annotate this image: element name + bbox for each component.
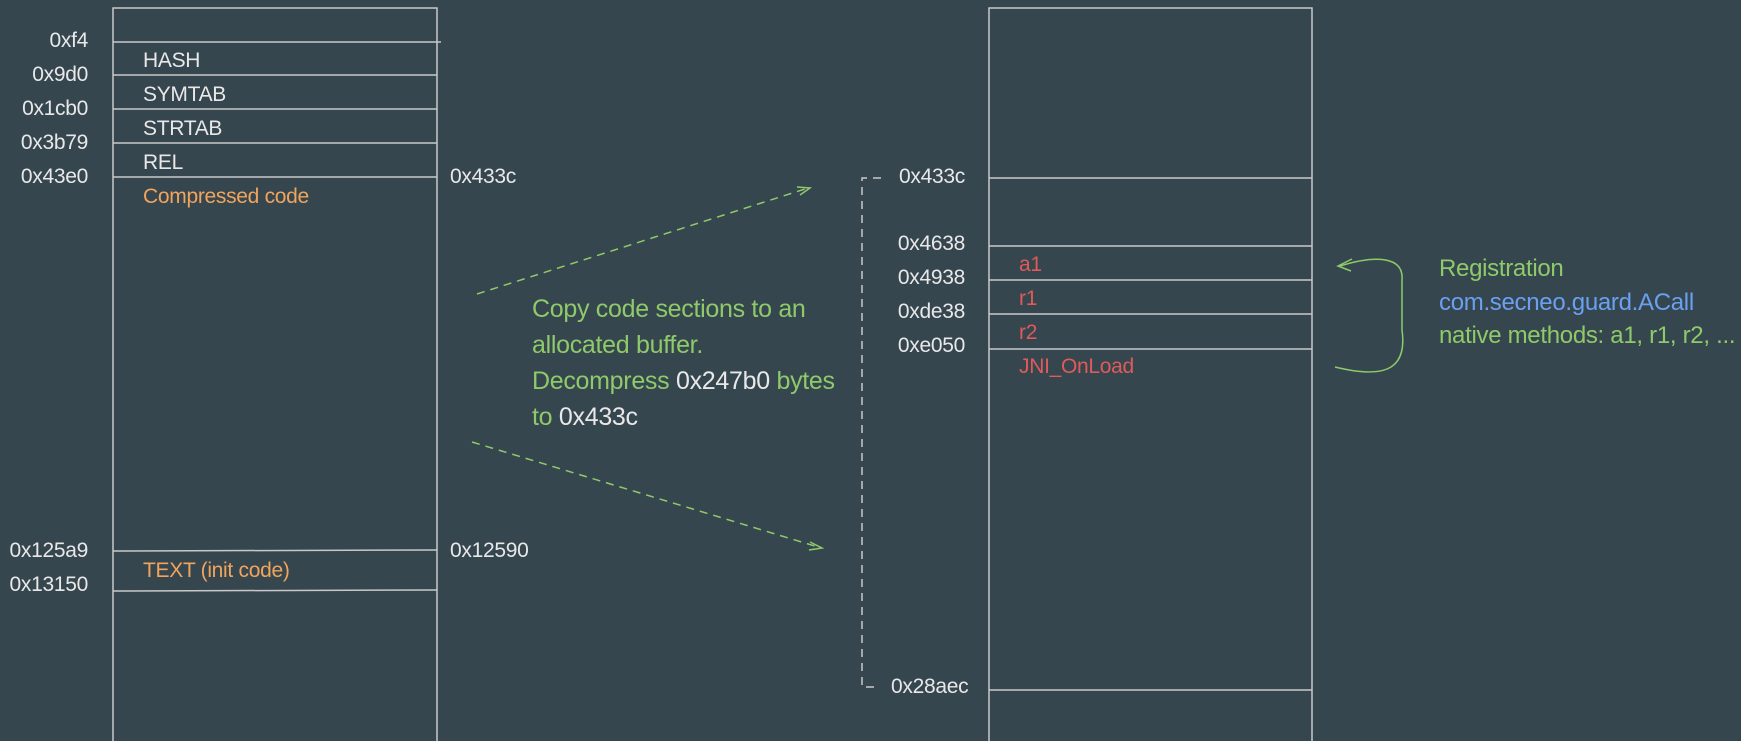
left-right-addr-start: 0x433c [450, 165, 516, 188]
left-addr-rel: 0x3b79 [20, 131, 88, 154]
annotation-line-2: allocated buffer. [532, 331, 703, 359]
method-label-a1: a1 [1019, 253, 1042, 276]
copy-arrow-lower-head [808, 541, 825, 551]
copy-arrow-upper [476, 188, 806, 295]
annotation-bytes-word: bytes [776, 367, 835, 395]
range-start-addr: 0x433c [899, 165, 965, 188]
range-bracket [861, 177, 881, 688]
method-label-r2: r2 [1019, 321, 1038, 344]
copy-arrow-lower [471, 441, 819, 548]
method-label-r1: r1 [1019, 287, 1038, 310]
right-addr-r1: 0x4938 [897, 266, 965, 289]
left-block-outline [112, 7, 438, 741]
registration-arrow-head [1336, 258, 1353, 272]
section-label-compressed-code: Compressed code [143, 185, 309, 208]
registration-arrow [1334, 258, 1404, 373]
right-addr-r2: 0xde38 [897, 300, 965, 323]
left-addr-strtab: 0x1cb0 [22, 97, 88, 120]
annotation-byte-count: 0x247b0 [675, 367, 770, 395]
registration-methods: native methods: a1, r1, r2, ... [1439, 322, 1736, 349]
right-block-outline [988, 7, 1313, 741]
left-addr-end: 0x13150 [9, 573, 89, 596]
section-label-text-init-code: TEXT (init code) [143, 559, 290, 582]
section-label-rel: REL [143, 151, 183, 174]
range-end-addr: 0x28aec [891, 675, 969, 698]
left-addr-symtab: 0x9d0 [32, 63, 88, 86]
left-addr-text: 0x125a9 [9, 539, 89, 562]
left-addr-hash: 0xf4 [49, 29, 89, 52]
method-label-jni-onload: JNI_OnLoad [1019, 355, 1134, 378]
registration-title: Registration [1439, 255, 1564, 282]
annotation-line-4: to 0x433c [532, 399, 638, 435]
right-addr-a1: 0x4638 [897, 232, 965, 255]
left-addr-compressed: 0x43e0 [20, 165, 88, 188]
left-divider-end [112, 589, 438, 592]
annotation-target-addr: 0x433c [558, 403, 638, 431]
left-divider-text [112, 549, 438, 552]
copy-arrow-upper-head [796, 186, 813, 196]
section-label-strtab: STRTAB [143, 117, 223, 140]
annotation-line-1: Copy code sections to an [532, 295, 806, 323]
annotation-line-3: Decompress 0x247b0 bytes [532, 363, 835, 399]
annotation-to-word: to [532, 403, 553, 431]
annotation-decompress-word: Decompress [532, 367, 670, 395]
left-right-addr-text: 0x12590 [450, 539, 529, 562]
section-label-symtab: SYMTAB [143, 83, 226, 106]
right-addr-jni: 0xe050 [897, 334, 965, 357]
registration-class-name: com.secneo.guard.ACall [1439, 289, 1694, 316]
section-label-hash: HASH [143, 49, 201, 72]
